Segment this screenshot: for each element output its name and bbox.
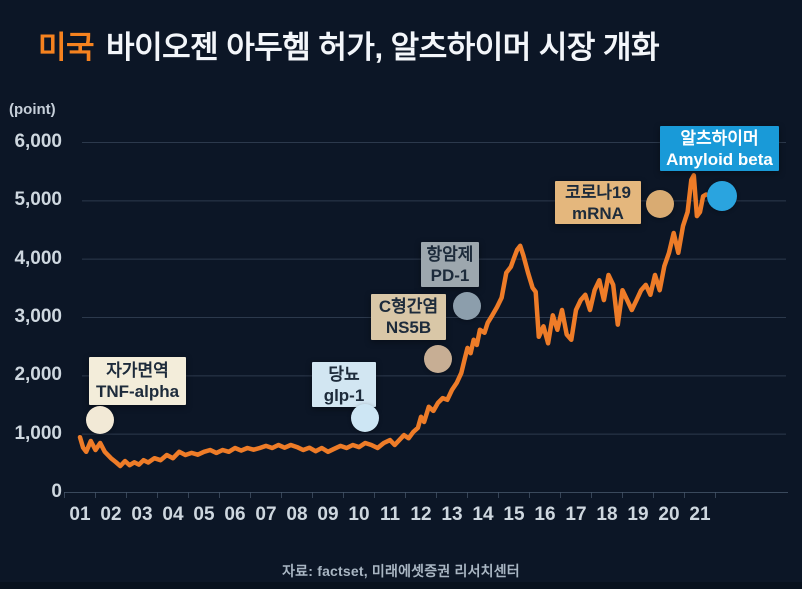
- x-tick-label: 03: [131, 504, 153, 525]
- source-note: 자료: factset, 미래에셋증권 리서치센터: [282, 563, 520, 579]
- x-tick-label: 10: [348, 504, 370, 525]
- x-tick-label: 11: [379, 504, 401, 525]
- y-tick-label: 2,000: [14, 364, 62, 386]
- y-tick-label: 4,000: [14, 247, 62, 269]
- y-tick-label: 1,000: [14, 422, 62, 444]
- x-tick-label: 18: [596, 504, 618, 525]
- title-text: 바이오젠 아두헴 허가, 알츠하이머 시장 개화: [106, 30, 660, 65]
- x-tick-label: 13: [441, 504, 463, 525]
- annotation-line2: NS5B: [385, 318, 432, 337]
- x-tick-label: 20: [658, 504, 680, 525]
- annotation-line2: TNF-alpha: [95, 382, 180, 401]
- x-tick-label: 06: [224, 504, 246, 525]
- annotation-marker-dot-amyloid-beta: [707, 181, 737, 211]
- x-tick-label: 12: [410, 504, 432, 525]
- x-tick-label: 14: [472, 504, 494, 525]
- annotation-line2: PD-1: [430, 265, 470, 285]
- annotation-line2: mRNA: [572, 203, 624, 223]
- annotation-marker-dot-glp-1: [351, 404, 379, 432]
- x-tick-label: 09: [317, 504, 339, 525]
- annotation-line1: 당뇨: [328, 364, 360, 384]
- x-tick-label: 08: [286, 504, 308, 525]
- x-tick-label: 16: [534, 504, 556, 525]
- annotation-line2: Amyloid beta: [666, 149, 773, 169]
- y-axis-unit-label: (point): [9, 101, 56, 118]
- x-tick-label: 17: [565, 504, 587, 525]
- annotation-label-ns5b: C형간염 NS5B: [371, 294, 446, 340]
- y-tick-label: 3,000: [14, 306, 62, 327]
- x-tick-label: 21: [689, 504, 711, 525]
- annotation-label-amyloid-beta: 알츠하이머 Amyloid beta: [660, 126, 779, 171]
- annotation-marker-dot-tnf-alpha: [86, 406, 114, 434]
- annotation-marker-dot-mrna: [646, 190, 674, 218]
- annotation-line1: 자가면역: [106, 361, 169, 380]
- title-highlight: 미국: [38, 30, 95, 65]
- y-tick-label: 5,000: [14, 189, 62, 211]
- x-tick-label: 07: [255, 504, 277, 525]
- x-tick-label: 15: [503, 504, 525, 525]
- y-tick-label: 6,000: [14, 131, 62, 152]
- annotation-marker-dot-ns5b: [424, 345, 452, 373]
- x-tick-label: 19: [627, 504, 649, 525]
- price-line: [77, 173, 709, 469]
- annotation-label-mrna: 코로나19 mRNA: [555, 181, 641, 224]
- x-tick-label: 04: [162, 504, 184, 525]
- annotation-label-pd-1: 항암제 PD-1: [421, 242, 479, 287]
- y-tick-label: 0: [51, 481, 62, 502]
- annotation-line1: 코로나19: [565, 182, 631, 202]
- annotation-label-tnf-alpha: 자가면역 TNF-alpha: [89, 357, 186, 405]
- x-tick-label: 01: [69, 504, 91, 525]
- annotation-line1: 항암제: [426, 244, 474, 264]
- annotation-marker-dot-pd-1: [453, 292, 481, 320]
- x-tick-label: 02: [100, 504, 122, 525]
- annotation-line1: 알츠하이머: [680, 128, 759, 148]
- x-tick-label: 05: [193, 504, 215, 525]
- annotation-line2: glp-1: [323, 385, 365, 405]
- annotation-line1: C형간염: [378, 297, 439, 316]
- page-title: 미국 바이오젠 아두헴 허가, 알츠하이머 시장 개화: [38, 22, 660, 67]
- annotation-label-glp-1: 당뇨 glp-1: [312, 362, 376, 407]
